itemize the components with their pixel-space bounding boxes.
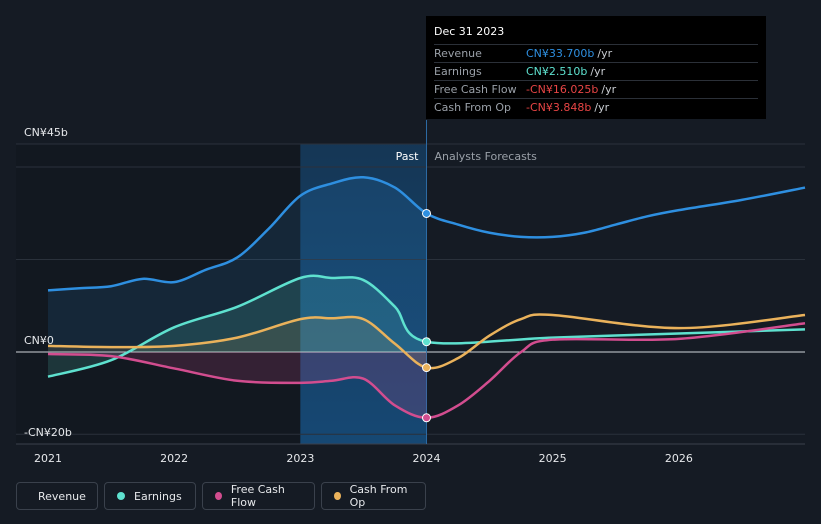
past-label: Past xyxy=(396,150,420,163)
earnings-line xyxy=(47,274,806,378)
x-tick-label: 2024 xyxy=(413,452,441,465)
tooltip-label: Revenue xyxy=(434,47,482,60)
x-tick-label: 2022 xyxy=(160,452,188,465)
revenue-marker xyxy=(422,208,431,218)
tooltip-unit: /yr xyxy=(597,47,613,60)
tooltip-unit: /yr xyxy=(594,101,610,114)
free-cash-flow-marker xyxy=(422,413,431,423)
tooltip-label: Free Cash Flow xyxy=(434,83,517,96)
y-tick-label: CN¥45b xyxy=(24,126,68,139)
cash-from-op-marker xyxy=(422,363,431,373)
tooltip-unit: /yr xyxy=(590,65,606,78)
tooltip-row-cash-from-op: Cash From Op -CN¥3.848b /yr xyxy=(434,98,758,116)
x-tick-label: 2021 xyxy=(34,452,62,465)
legend-item-free-cash-flow[interactable]: Free Cash Flow xyxy=(202,482,315,510)
tooltip-date: Dec 31 2023 xyxy=(434,25,505,38)
free-cash-flow-line xyxy=(47,321,806,420)
y-tick-label: CN¥0 xyxy=(24,334,54,347)
tooltip-unit: /yr xyxy=(601,83,617,96)
legend: Revenue Earnings Free Cash Flow Cash Fro… xyxy=(16,482,426,510)
cash-from-op-line xyxy=(47,313,806,370)
tooltip-row-free-cash-flow: Free Cash Flow -CN¥16.025b /yr xyxy=(434,80,758,98)
earnings-area xyxy=(48,275,427,377)
legend-label: Earnings xyxy=(134,489,182,503)
legend-label: Free Cash Flow xyxy=(230,483,285,509)
tooltip-row-earnings: Earnings CN¥2.510b /yr xyxy=(434,62,758,80)
x-tick-label: 2026 xyxy=(665,452,693,465)
forecast-label: Analysts Forecasts xyxy=(435,150,538,163)
legend-dot-icon xyxy=(334,492,341,500)
legend-item-revenue[interactable]: Revenue xyxy=(16,482,98,510)
legend-dot-icon xyxy=(215,492,222,500)
tooltip-value: -CN¥16.025b xyxy=(526,83,599,96)
tooltip-value: CN¥2.510b xyxy=(526,65,588,78)
x-tick-label: 2023 xyxy=(286,452,314,465)
y-tick-label: -CN¥20b xyxy=(24,426,72,439)
revenue-line xyxy=(47,175,806,292)
earnings-marker xyxy=(422,337,431,347)
x-tick-label: 2025 xyxy=(539,452,567,465)
tooltip-label: Cash From Op xyxy=(434,101,512,114)
legend-dot-icon xyxy=(117,492,125,500)
legend-label: Cash From Op xyxy=(349,483,408,509)
legend-item-cash-from-op[interactable]: Cash From Op xyxy=(321,482,426,510)
cash-from-op-area xyxy=(48,316,427,368)
revenue-area xyxy=(48,177,427,352)
tooltip-label: Earnings xyxy=(434,65,482,78)
tooltip-value: CN¥33.700b xyxy=(526,47,595,60)
legend-label: Revenue xyxy=(38,489,86,503)
tooltip-row-revenue: Revenue CN¥33.700b /yr xyxy=(434,44,758,62)
tooltip-value: -CN¥3.848b xyxy=(526,101,592,114)
free-cash-flow-area xyxy=(48,352,427,418)
legend-item-earnings[interactable]: Earnings xyxy=(104,482,196,510)
tooltip: Dec 31 2023 Revenue CN¥33.700b /yr Earni… xyxy=(426,16,766,119)
